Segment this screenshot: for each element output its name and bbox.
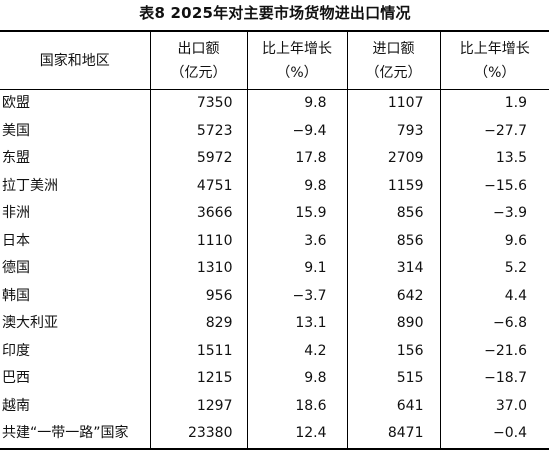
region-cell: 欧盟: [2, 95, 30, 112]
export-cell: 5723: [149, 117, 247, 145]
import-cell: 642: [346, 282, 440, 310]
export-growth-cell: 9.1: [246, 255, 347, 283]
export-growth-cell: 15.9: [246, 200, 347, 228]
export-cell: 1511: [149, 337, 247, 365]
header-export: 出口额 （亿元）: [149, 30, 247, 90]
region-cell: 越南: [2, 397, 30, 414]
import-growth-cell: 5.2: [439, 255, 549, 283]
table-title: 表8 2025年对主要市场货物进出口情况: [139, 4, 411, 22]
header-export-growth: 比上年增长 （%）: [246, 30, 347, 90]
table-row: 德国 1310 9.1 314 5.2: [0, 255, 549, 283]
region-cell: 韩国: [2, 287, 30, 304]
export-cell: 4751: [149, 172, 247, 200]
region-cell: 日本: [2, 232, 30, 249]
export-growth-cell: −9.4: [246, 117, 347, 145]
import-cell: 2709: [346, 145, 440, 173]
region-cell: 印度: [2, 342, 30, 359]
region-cell: 共建“一带一路”国家: [0, 420, 150, 450]
export-cell: 1110: [149, 227, 247, 255]
export-cell: 1297: [149, 392, 247, 420]
table-row: 美国 5723 −9.4 793 −27.7: [0, 117, 549, 145]
import-growth-cell: −27.7: [439, 117, 549, 145]
header-row: 国家和地区 出口额 （亿元） 比上年增长 （%） 进口额 （亿元） 比上年增长 …: [0, 30, 549, 90]
table-row: 巴西 1215 9.8 515 −18.7: [0, 365, 549, 393]
header-region: 国家和地区: [0, 30, 150, 90]
table-row: 澳大利亚 829 13.1 890 −6.8: [0, 310, 549, 338]
import-cell: 156: [346, 337, 440, 365]
export-growth-cell: 4.2: [246, 337, 347, 365]
export-cell: 1310: [149, 255, 247, 283]
import-cell: 1159: [346, 172, 440, 200]
region-cell: 澳大利亚: [2, 315, 58, 332]
export-growth-cell: −3.7: [246, 282, 347, 310]
region-cell: 拉丁美洲: [2, 177, 58, 194]
table-row: 东盟 5972 17.8 2709 13.5: [0, 145, 549, 173]
export-cell: 23380: [149, 420, 247, 450]
export-growth-cell: 9.8: [246, 365, 347, 393]
table-row: 韩国 956 −3.7 642 4.4: [0, 282, 549, 310]
import-growth-cell: −15.6: [439, 172, 549, 200]
export-growth-cell: 9.8: [246, 172, 347, 200]
export-growth-cell: 17.8: [246, 145, 347, 173]
import-cell: 641: [346, 392, 440, 420]
table-row: 越南 1297 18.6 641 37.0: [0, 392, 549, 420]
header-import-growth: 比上年增长 （%）: [439, 30, 549, 90]
export-cell: 3666: [149, 200, 247, 228]
header-import: 进口额 （亿元）: [346, 30, 440, 90]
table-row: 日本 1110 3.6 856 9.6: [0, 227, 549, 255]
import-growth-cell: 37.0: [439, 392, 549, 420]
table-row: 共建“一带一路”国家 23380 12.4 8471 −0.4: [0, 420, 549, 450]
import-cell: 515: [346, 365, 440, 393]
export-growth-cell: 12.4: [246, 420, 347, 450]
export-cell: 829: [149, 310, 247, 338]
import-growth-cell: −0.4: [439, 420, 549, 450]
export-growth-cell: 3.6: [246, 227, 347, 255]
region-cell: 东盟: [2, 150, 30, 167]
export-cell: 5972: [149, 145, 247, 173]
import-growth-cell: 4.4: [439, 282, 549, 310]
region-cell: 非洲: [2, 205, 30, 222]
import-cell: 890: [346, 310, 440, 338]
export-growth-cell: 18.6: [246, 392, 347, 420]
export-cell: 956: [149, 282, 247, 310]
import-cell: 856: [346, 227, 440, 255]
region-cell: 德国: [2, 260, 30, 277]
import-growth-cell: −6.8: [439, 310, 549, 338]
import-cell: 856: [346, 200, 440, 228]
table-row: 印度 1511 4.2 156 −21.6: [0, 337, 549, 365]
import-cell: 1107: [346, 89, 440, 118]
export-growth-cell: 9.8: [246, 89, 347, 118]
export-cell: 7350: [149, 89, 247, 118]
import-cell: 8471: [346, 420, 440, 450]
import-growth-cell: −21.6: [439, 337, 549, 365]
import-growth-cell: 1.9: [439, 89, 549, 118]
table-row: 欧盟 7350 9.8 1107 1.9: [0, 89, 549, 118]
import-growth-cell: −18.7: [439, 365, 549, 393]
import-growth-cell: 9.6: [439, 227, 549, 255]
region-cell: 巴西: [2, 370, 30, 387]
import-cell: 793: [346, 117, 440, 145]
export-growth-cell: 13.1: [246, 310, 347, 338]
import-cell: 314: [346, 255, 440, 283]
trade-table: 国家和地区 出口额 （亿元） 比上年增长 （%） 进口额 （亿元） 比上年增长 …: [0, 30, 549, 450]
import-growth-cell: 13.5: [439, 145, 549, 173]
region-cell: 美国: [2, 122, 30, 139]
export-cell: 1215: [149, 365, 247, 393]
table-row: 非洲 3666 15.9 856 −3.9: [0, 200, 549, 228]
import-growth-cell: −3.9: [439, 200, 549, 228]
table-row: 拉丁美洲 4751 9.8 1159 −15.6: [0, 172, 549, 200]
table-body: 欧盟 7350 9.8 1107 1.9 美国 5723 −9.4 793 −2…: [0, 89, 549, 450]
